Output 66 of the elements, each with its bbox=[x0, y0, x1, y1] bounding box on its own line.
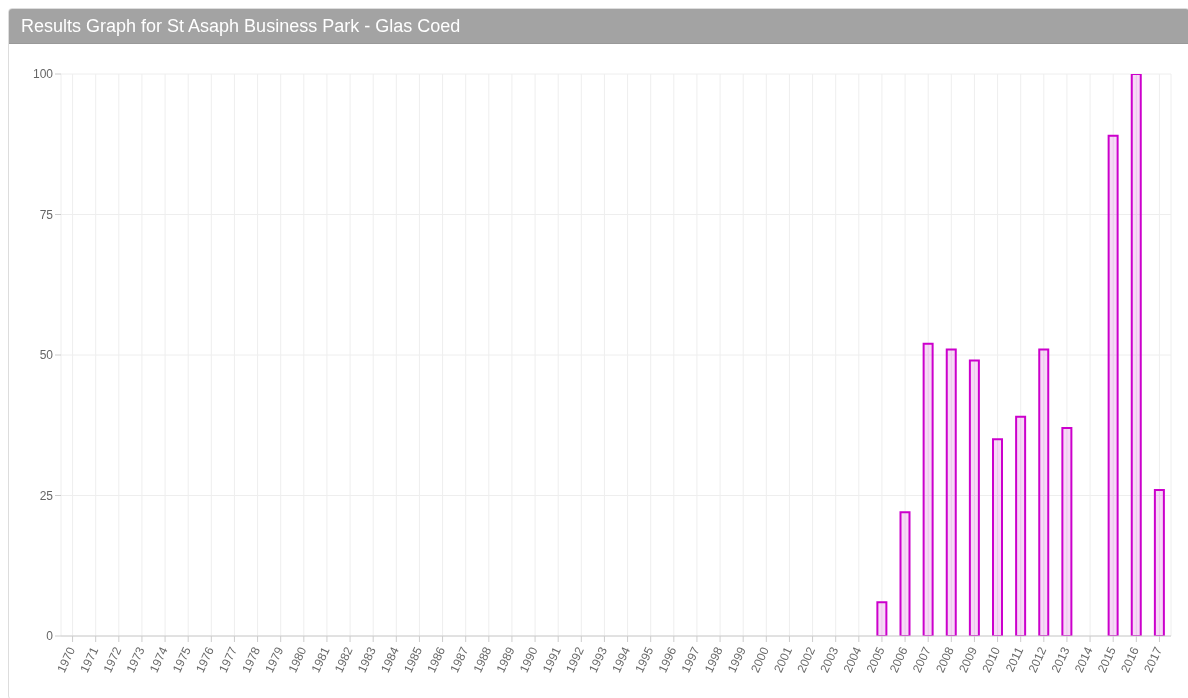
x-tick-label: 1985 bbox=[401, 644, 426, 675]
bar bbox=[876, 601, 888, 636]
bar bbox=[1153, 488, 1165, 636]
x-tick-label: 1973 bbox=[123, 644, 148, 675]
x-tick-label: 2012 bbox=[1025, 644, 1050, 675]
x-tick-label: 1988 bbox=[470, 644, 495, 675]
x-tick-label: 2016 bbox=[1117, 644, 1143, 675]
x-tick-label: 1993 bbox=[586, 644, 611, 675]
x-tick-label: 2001 bbox=[771, 644, 796, 675]
x-tick-label: 1978 bbox=[239, 644, 264, 675]
x-tick-label: 1995 bbox=[632, 644, 657, 675]
y-tick-label: 75 bbox=[39, 207, 54, 222]
x-tick-label: 1977 bbox=[216, 644, 241, 675]
bar bbox=[968, 359, 980, 636]
x-tick-label: 2004 bbox=[840, 644, 865, 675]
x-tick-label: 1990 bbox=[516, 644, 541, 675]
y-tick-label: 0 bbox=[46, 629, 54, 644]
x-tick-label: 2002 bbox=[794, 644, 819, 675]
x-tick-label: 2014 bbox=[1071, 644, 1096, 675]
x-tick-label: 2003 bbox=[817, 644, 842, 675]
x-tick-label: 1982 bbox=[331, 644, 356, 675]
x-tick-label: 1998 bbox=[701, 644, 726, 675]
bar bbox=[1130, 74, 1142, 636]
x-tick-label: 1996 bbox=[655, 644, 680, 675]
x-tick-label: 1974 bbox=[146, 644, 171, 675]
x-tick-label: 1981 bbox=[308, 644, 333, 675]
x-tick-label: 1980 bbox=[285, 644, 310, 675]
x-tick-label: 1991 bbox=[539, 644, 564, 675]
bar bbox=[922, 342, 934, 636]
x-tick-label: 1976 bbox=[192, 644, 218, 675]
bar bbox=[1038, 348, 1050, 636]
x-tick-label: 2011 bbox=[1002, 644, 1027, 674]
bar bbox=[899, 511, 911, 636]
x-tick-label: 1989 bbox=[493, 644, 518, 675]
y-tick-label: 100 bbox=[32, 67, 54, 82]
x-tick-label: 2017 bbox=[1141, 644, 1166, 675]
x-tick-label: 2015 bbox=[1094, 644, 1119, 675]
x-tick-label: 1997 bbox=[678, 644, 703, 675]
x-tick-label: 1970 bbox=[54, 644, 79, 675]
x-tick-label: 1972 bbox=[100, 644, 125, 675]
y-tick-label: 25 bbox=[39, 488, 54, 503]
x-tick-label: 2005 bbox=[863, 644, 888, 675]
x-tick-label: 2009 bbox=[956, 644, 981, 675]
x-tick-label: 2007 bbox=[909, 644, 934, 675]
x-tick-label: 2000 bbox=[747, 644, 773, 675]
x-tick-label: 1983 bbox=[354, 644, 379, 675]
x-tick-label: 2006 bbox=[886, 644, 911, 675]
x-tick-label: 1984 bbox=[377, 644, 403, 675]
x-tick-label: 1975 bbox=[169, 644, 194, 675]
x-tick-label: 1979 bbox=[262, 644, 287, 675]
bar bbox=[1107, 134, 1119, 636]
x-tick-label: 2013 bbox=[1048, 644, 1073, 675]
bar bbox=[992, 438, 1003, 636]
x-tick-label: 1987 bbox=[447, 644, 472, 675]
bar bbox=[1015, 415, 1027, 636]
x-tick-label: 1986 bbox=[424, 644, 449, 675]
x-tick-label: 2008 bbox=[932, 644, 958, 675]
x-tick-label: 1994 bbox=[609, 644, 634, 675]
bar bbox=[945, 348, 957, 636]
bar bbox=[1061, 427, 1073, 636]
x-tick-label: 1999 bbox=[724, 644, 749, 675]
chart-title: Results Graph for St Asaph Business Park - Glas Coed bbox=[9, 9, 1188, 44]
y-tick-label: 50 bbox=[39, 348, 54, 363]
x-tick-label: 1971 bbox=[77, 644, 102, 675]
x-tick-label: 2010 bbox=[979, 644, 1004, 675]
x-tick-label: 1992 bbox=[562, 644, 588, 675]
